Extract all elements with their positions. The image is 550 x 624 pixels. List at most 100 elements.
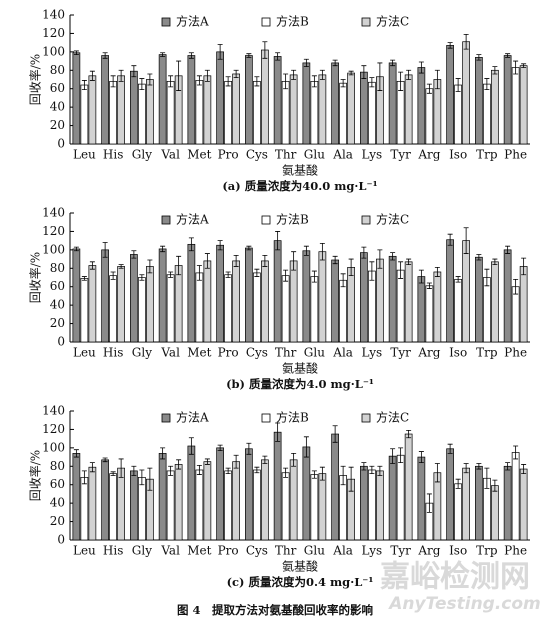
- error-bar: [102, 52, 108, 59]
- y-tick-label: 40: [50, 496, 65, 510]
- error-bar: [110, 271, 116, 280]
- error-bar: [188, 52, 194, 59]
- bar: [475, 256, 483, 343]
- error-bar: [168, 465, 174, 476]
- error-bar: [447, 443, 453, 454]
- bar: [404, 261, 413, 343]
- error-bar: [484, 467, 490, 489]
- error-bar: [476, 54, 482, 61]
- x-tick-label: Arg: [417, 346, 440, 360]
- error-bar: [176, 255, 182, 276]
- error-bar: [89, 261, 95, 270]
- error-bar: [291, 452, 297, 467]
- bar: [289, 459, 298, 541]
- legend-label: 方法B: [276, 14, 309, 29]
- bar: [388, 62, 397, 145]
- error-bar: [340, 273, 346, 288]
- y-tick-label: 140: [42, 8, 65, 22]
- x-tick-label: Thr: [275, 346, 297, 360]
- error-bar: [131, 65, 137, 78]
- bar: [166, 274, 175, 343]
- bar: [503, 55, 512, 145]
- error-bar: [246, 53, 252, 58]
- bar: [117, 266, 125, 343]
- bar: [425, 88, 434, 145]
- bar: [187, 243, 196, 343]
- error-bar: [139, 274, 145, 281]
- bar: [331, 433, 339, 541]
- bar: [462, 41, 470, 145]
- bar: [511, 452, 520, 541]
- bar: [261, 49, 269, 145]
- error-bar: [426, 282, 432, 289]
- x-tick-label: Ala: [332, 544, 353, 558]
- bar: [310, 80, 319, 145]
- bar: [158, 453, 167, 541]
- bar: [376, 470, 384, 541]
- bar: [273, 240, 282, 343]
- y-tick-label: 0: [57, 533, 65, 547]
- figure-caption: 图 4 提取方法对氨基酸回收率的影响: [177, 603, 373, 617]
- error-bar: [225, 271, 231, 278]
- bar: [88, 75, 97, 145]
- bar: [281, 80, 290, 145]
- bar: [462, 467, 470, 541]
- bar: [360, 465, 368, 541]
- error-bar: [434, 266, 440, 277]
- bar: [101, 55, 109, 145]
- error-bar: [147, 467, 153, 491]
- x-tick-label: Met: [187, 148, 211, 162]
- x-tick-label: His: [103, 544, 123, 558]
- x-tick-label: Pro: [218, 544, 239, 558]
- bar: [109, 275, 117, 343]
- legend-swatch: [161, 215, 171, 225]
- error-bar: [188, 437, 194, 455]
- error-bar: [176, 60, 182, 91]
- error-bar: [377, 465, 383, 476]
- bar: [347, 72, 355, 145]
- x-tick-label: Phe: [504, 544, 527, 558]
- x-tick-label: Val: [160, 544, 180, 558]
- bar: [376, 258, 384, 343]
- bar: [417, 276, 426, 343]
- error-bar: [476, 463, 482, 470]
- error-bar: [377, 62, 383, 91]
- error-bar: [311, 270, 317, 283]
- x-tick-label: Met: [187, 544, 211, 558]
- error-bar: [73, 50, 79, 56]
- legend-swatch: [361, 413, 371, 423]
- bar: [261, 459, 269, 541]
- y-tick-label: 60: [50, 279, 65, 293]
- bar: [187, 445, 196, 541]
- error-bar: [225, 467, 231, 475]
- bar: [491, 69, 499, 145]
- error-bar: [303, 58, 309, 67]
- chart-caption: (a) 质量浓度为40.0 mg·L⁻¹: [222, 179, 377, 193]
- error-bar: [476, 254, 482, 261]
- y-tick-label: 20: [50, 118, 65, 132]
- legend-label: 方法C: [376, 212, 409, 227]
- bar: [138, 476, 146, 541]
- error-bar: [102, 242, 108, 258]
- bar: [404, 74, 413, 145]
- error-bar: [217, 240, 223, 251]
- y-tick-label: 0: [57, 137, 65, 151]
- error-bar: [513, 445, 519, 460]
- error-bar: [398, 447, 404, 463]
- bar: [425, 285, 434, 343]
- error-bar: [246, 245, 252, 251]
- error-bar: [492, 66, 498, 75]
- x-tick-label: Val: [160, 346, 180, 360]
- error-bar: [426, 493, 432, 513]
- bar: [203, 461, 212, 541]
- y-tick-label: 80: [50, 63, 65, 77]
- legend-swatch: [161, 17, 171, 27]
- x-tick-label: Cys: [246, 346, 268, 360]
- bar: [273, 431, 282, 541]
- x-tick-label: Val: [160, 148, 180, 162]
- bar: [253, 469, 261, 541]
- error-bar: [196, 265, 202, 281]
- bar: [101, 249, 109, 343]
- x-tick-label: Iso: [449, 544, 467, 558]
